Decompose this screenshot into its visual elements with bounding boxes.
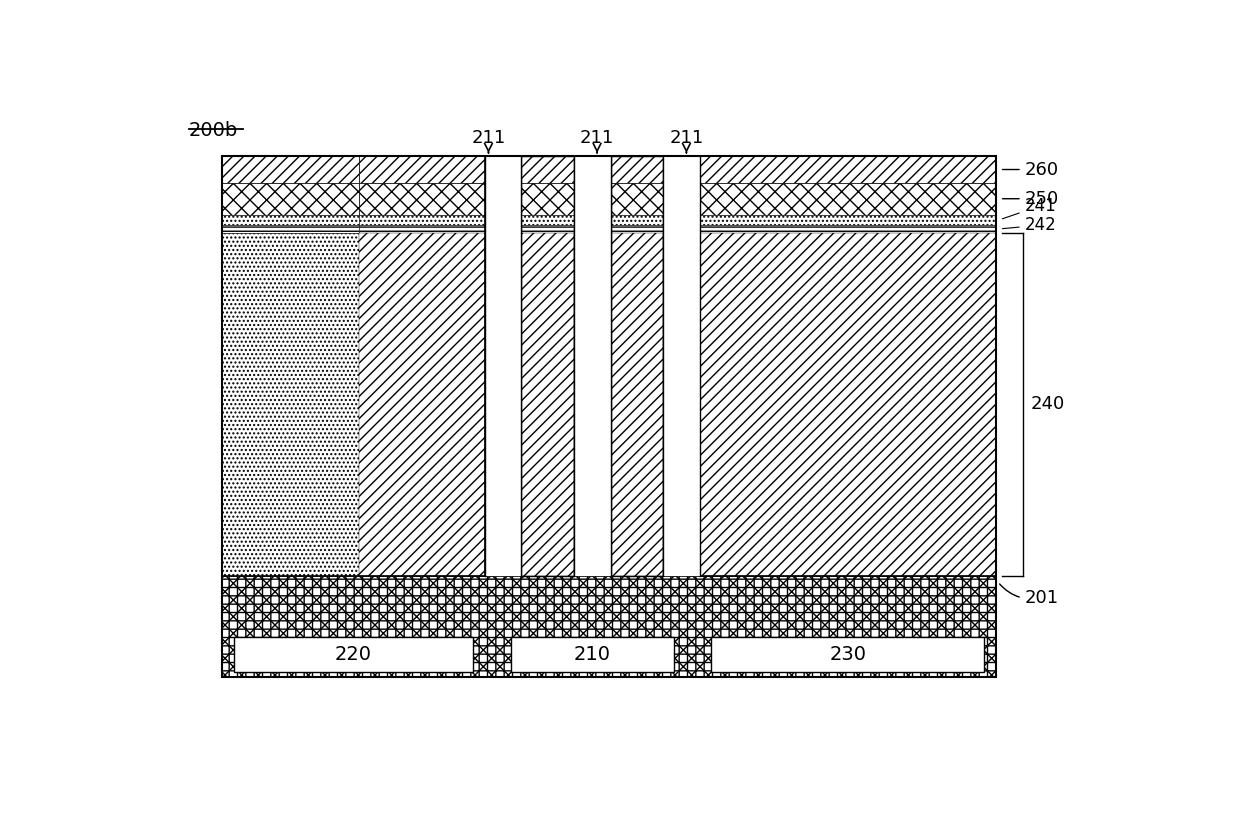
Bar bbox=[521, 214, 574, 224]
Bar bbox=[521, 156, 574, 576]
Text: 210: 210 bbox=[574, 645, 611, 664]
Bar bbox=[521, 156, 574, 183]
Bar bbox=[610, 156, 663, 183]
Bar bbox=[699, 214, 996, 224]
Bar bbox=[485, 156, 521, 576]
Bar bbox=[222, 576, 996, 677]
Text: 260: 260 bbox=[1002, 161, 1059, 178]
Bar bbox=[222, 576, 996, 677]
Bar bbox=[610, 156, 663, 576]
Text: 211: 211 bbox=[580, 129, 614, 147]
Text: 201: 201 bbox=[999, 584, 1059, 606]
Text: 230: 230 bbox=[830, 645, 867, 664]
Bar bbox=[358, 233, 485, 576]
Bar bbox=[699, 224, 996, 233]
Bar bbox=[663, 156, 699, 576]
Text: 242: 242 bbox=[1002, 216, 1056, 234]
Bar bbox=[574, 156, 610, 576]
Bar bbox=[699, 183, 996, 214]
Bar bbox=[521, 183, 574, 214]
Bar bbox=[521, 233, 574, 576]
Bar bbox=[358, 214, 485, 224]
Bar bbox=[358, 156, 485, 183]
Text: 250: 250 bbox=[1002, 190, 1059, 208]
Text: 220: 220 bbox=[335, 645, 372, 664]
Bar bbox=[222, 156, 358, 183]
Text: 211: 211 bbox=[670, 129, 703, 147]
Bar bbox=[610, 224, 663, 233]
Bar bbox=[610, 214, 663, 224]
Bar bbox=[222, 233, 358, 576]
Bar bbox=[358, 224, 485, 233]
Bar bbox=[610, 233, 663, 576]
Bar bbox=[699, 156, 996, 183]
Bar bbox=[222, 183, 358, 214]
Bar bbox=[610, 183, 663, 214]
Text: 241: 241 bbox=[1002, 196, 1056, 219]
Bar bbox=[358, 183, 485, 214]
Bar bbox=[521, 224, 574, 233]
Bar bbox=[222, 214, 358, 224]
Text: 240: 240 bbox=[1030, 395, 1065, 413]
Bar bbox=[234, 637, 474, 672]
Text: 200b: 200b bbox=[188, 121, 238, 140]
Bar bbox=[699, 233, 996, 576]
Bar bbox=[222, 156, 996, 677]
Bar bbox=[222, 156, 485, 576]
Bar bbox=[712, 637, 985, 672]
Bar bbox=[699, 156, 996, 576]
Bar bbox=[511, 637, 675, 672]
Text: 211: 211 bbox=[471, 129, 506, 147]
Bar bbox=[222, 224, 358, 233]
